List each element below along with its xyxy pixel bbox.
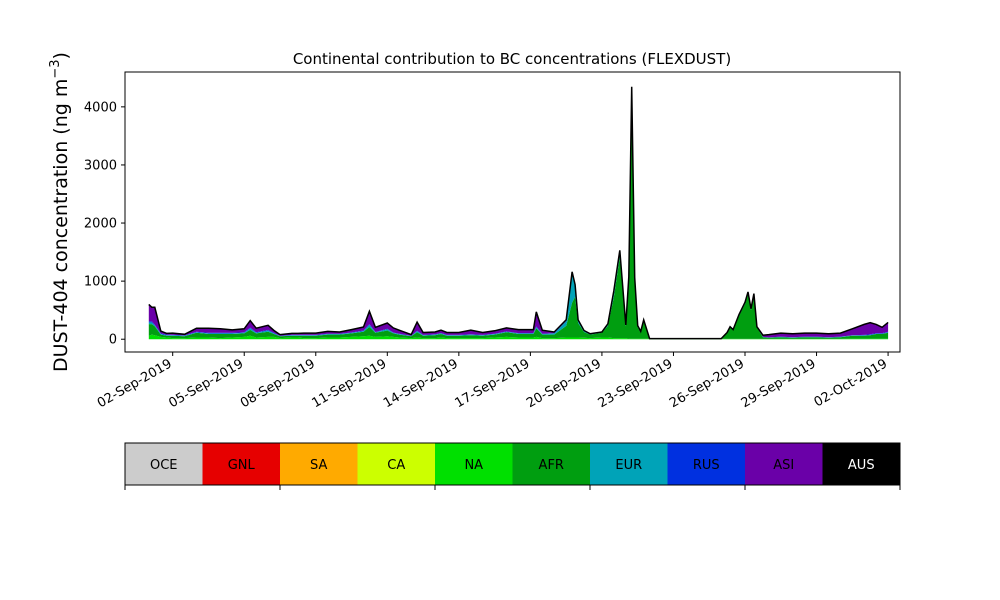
legend-label-afr: AFR — [539, 458, 564, 473]
legend-swatch-gnl — [202, 443, 281, 485]
legend-swatch-sa — [280, 443, 358, 485]
y-tick-label: 2000 — [84, 217, 117, 232]
x-axis: 02-Sep-201905-Sep-201908-Sep-201911-Sep-… — [95, 352, 890, 411]
total-line — [148, 86, 889, 340]
x-tick-label: 17-Sep-2019 — [453, 356, 533, 411]
x-tick-label: 20-Sep-2019 — [524, 356, 604, 411]
legend-swatch-ca — [357, 443, 436, 485]
x-tick-label: 05-Sep-2019 — [166, 356, 246, 411]
colorbar-legend: OCE GNL SA CA NA AFR EUR RUS ASI AUS — [124, 442, 901, 490]
area-afr — [148, 88, 889, 339]
y-axis: 0 1000 2000 3000 4000 — [84, 100, 125, 348]
x-tick-label: 23-Sep-2019 — [596, 356, 676, 411]
y-axis-label-exponent: −3 — [48, 59, 63, 78]
y-tick-label: 3000 — [84, 158, 117, 173]
total-line-group — [148, 86, 889, 340]
y-axis-label-main: DUST-404 concentration (ng m — [50, 79, 72, 372]
legend-label-oce: OCE — [150, 458, 178, 473]
x-tick-label: 02-Sep-2019 — [95, 356, 175, 411]
x-tick-label: 26-Sep-2019 — [667, 356, 747, 411]
area-asi — [148, 86, 889, 339]
colorbar-frame — [124, 442, 901, 486]
legend-label-rus: RUS — [693, 458, 720, 473]
legend-label-aus: AUS — [848, 458, 875, 473]
legend-swatch-afr — [512, 443, 591, 485]
x-tick-label: 11-Sep-2019 — [309, 356, 389, 411]
legend-swatch-aus — [822, 443, 901, 485]
legend-swatch-rus — [667, 443, 746, 485]
legend-swatch-na — [435, 443, 513, 485]
legend-label-asi: ASI — [773, 458, 794, 473]
legend-label-sa: SA — [310, 458, 327, 473]
y-tick-label: 4000 — [84, 100, 117, 115]
plot-frame — [124, 71, 901, 353]
area-rus — [148, 86, 889, 339]
y-tick-label: 1000 — [84, 275, 117, 290]
legend-label-eur: EUR — [615, 458, 642, 473]
area-na — [148, 334, 889, 340]
x-tick-label: 14-Sep-2019 — [381, 356, 461, 411]
legend-label-ca: CA — [387, 458, 405, 473]
legend-label-na: NA — [464, 458, 483, 473]
y-tick-label: 0 — [109, 333, 117, 348]
y-axis-label-close: ) — [50, 52, 72, 59]
stacked-areas — [148, 86, 889, 340]
x-tick-label: 29-Sep-2019 — [739, 356, 819, 411]
chart-title: Continental contribution to BC concentra… — [293, 50, 731, 68]
x-tick-label: 08-Sep-2019 — [238, 356, 318, 411]
legend-swatch-eur — [590, 443, 668, 485]
area-eur — [148, 87, 889, 339]
x-tick-label: 02-Oct-2019 — [812, 356, 890, 410]
y-axis-label: DUST-404 concentration (ng m−3) — [48, 52, 72, 372]
legend-swatch-asi — [745, 443, 823, 485]
legend-swatch-oce — [125, 443, 203, 485]
legend-label-gnl: GNL — [228, 458, 256, 473]
